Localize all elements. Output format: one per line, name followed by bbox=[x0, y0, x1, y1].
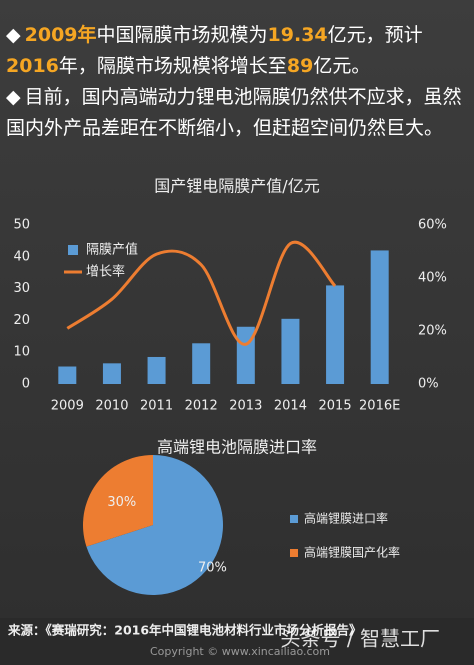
y2-tick-label: 60% bbox=[418, 218, 447, 233]
x-tick-label: 2016E bbox=[359, 399, 400, 414]
x-tick-label: 2012 bbox=[185, 399, 218, 414]
watermark: 头条号 / 智慧工厂 bbox=[281, 627, 440, 651]
bar bbox=[326, 285, 345, 384]
x-tick-label: 2011 bbox=[140, 399, 173, 414]
y-tick-label: 10 bbox=[13, 345, 30, 360]
highlight-text: 2016 bbox=[6, 55, 59, 77]
pie-slice bbox=[83, 455, 153, 547]
x-tick-label: 2015 bbox=[319, 399, 352, 414]
bullet-mark: ◆ bbox=[6, 24, 21, 46]
y-tick-label: 50 bbox=[13, 218, 30, 233]
highlight-text: 2009年 bbox=[24, 24, 97, 46]
legend-label: 隔膜产值 bbox=[86, 242, 138, 258]
pie-label: 70% bbox=[198, 561, 227, 576]
y2-tick-label: 40% bbox=[418, 271, 447, 286]
bullets: ◆ 2009年中国隔膜市场规模为19.34亿元，预计2016年，隔膜市场规模将增长… bbox=[6, 20, 468, 144]
bar bbox=[102, 363, 121, 384]
legend-swatch bbox=[68, 245, 78, 255]
bar bbox=[370, 250, 389, 384]
text: 目前，国内高端动力锂电池隔膜仍然供不应求，虽然国内外产品差距在不断缩小，但赶超空… bbox=[6, 86, 462, 139]
y-tick-label: 0 bbox=[22, 377, 30, 392]
pie-label: 30% bbox=[107, 495, 136, 510]
legend-swatch bbox=[290, 549, 298, 557]
bar bbox=[281, 318, 300, 384]
line bbox=[66, 240, 337, 346]
bullet: ◆ 2009年中国隔膜市场规模为19.34亿元，预计 2016年，隔膜市场规模将增长… bbox=[6, 20, 468, 82]
legend-label: 增长率 bbox=[86, 264, 125, 280]
x-tick-label: 2013 bbox=[229, 399, 262, 414]
text: 中国隔膜市场规模为 bbox=[96, 24, 268, 46]
y-tick-label: 20 bbox=[13, 313, 30, 328]
y2-tick-label: 0% bbox=[418, 377, 439, 392]
chart-title: 国产锂电隔膜产值/亿元 bbox=[154, 177, 319, 196]
footer-band bbox=[0, 618, 474, 665]
text: 年，隔膜市场规模将增长至 bbox=[58, 55, 287, 77]
y-tick-label: 30 bbox=[13, 281, 30, 296]
highlight-text: 89 bbox=[286, 55, 314, 77]
source: 来源：《赛瑞研究：2016年中国锂电池材料行业市场分析报告》 bbox=[7, 623, 362, 638]
bullet-mark: ◆ bbox=[6, 86, 21, 108]
bar bbox=[147, 356, 166, 384]
bar bbox=[58, 366, 77, 384]
legend-label: 高端锂膜国产化率 bbox=[304, 545, 400, 560]
x-tick-label: 2009 bbox=[51, 399, 84, 414]
copyright: Copyright © www.xincailiao.com bbox=[150, 645, 330, 658]
legend-swatch bbox=[290, 515, 298, 523]
pie-slice bbox=[86, 455, 224, 595]
x-tick-label: 2010 bbox=[95, 399, 128, 414]
highlight-text: 19.34 bbox=[267, 24, 328, 46]
y2-tick-label: 20% bbox=[418, 324, 447, 339]
text: 亿元，预计 bbox=[327, 24, 423, 46]
bullet: ◆ 目前，国内高端动力锂电池隔膜仍然供不应求，虽然国内外产品差距在不断缩小，但赶超… bbox=[6, 82, 468, 144]
legend-label: 高端锂膜进口率 bbox=[304, 511, 388, 526]
y-tick-label: 40 bbox=[13, 249, 30, 264]
text: 亿元。 bbox=[313, 55, 371, 77]
x-tick-label: 2014 bbox=[274, 399, 307, 414]
bar bbox=[192, 343, 211, 384]
chart-title: 高端锂电池隔膜进口率 bbox=[157, 438, 317, 457]
